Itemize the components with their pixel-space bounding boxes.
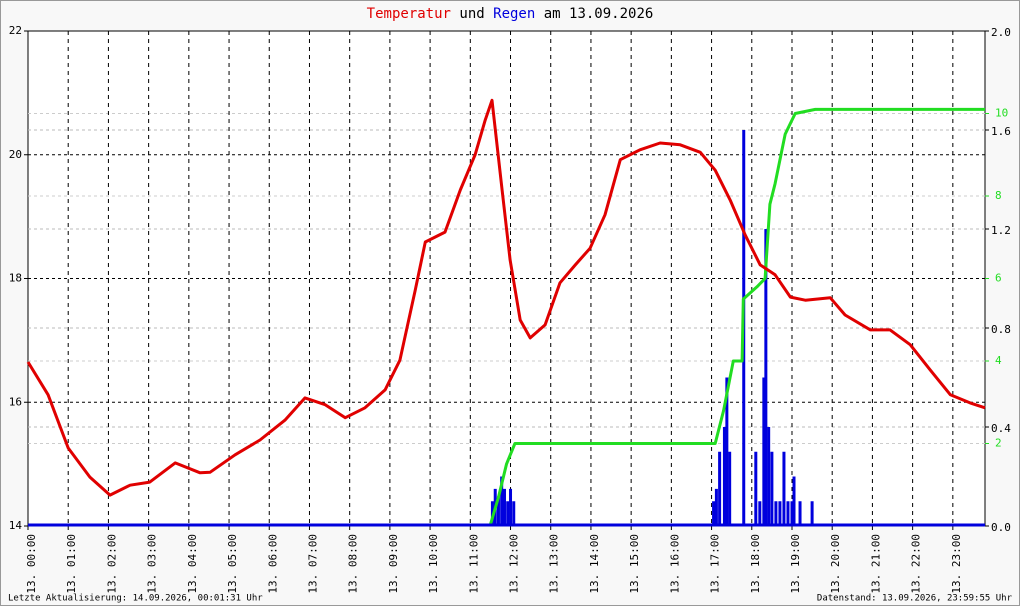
- bar: [774, 501, 778, 526]
- y-tick-label: 22: [9, 24, 22, 37]
- bar: [754, 451, 758, 526]
- line: [488, 107, 985, 527]
- y2-tick-label: 1.2: [991, 224, 1011, 237]
- bar: [509, 488, 513, 526]
- x-tick-label: 13. 18:00: [749, 534, 762, 594]
- bar: [728, 451, 732, 526]
- bar: [764, 229, 768, 526]
- bar: [790, 501, 794, 526]
- y-tick-label: 14: [9, 519, 23, 532]
- x-tick-label: 13. 22:00: [910, 534, 923, 594]
- footer-left: Letzte Aktualisierung: 14.09.2026, 00:01…: [8, 594, 263, 604]
- x-tick-label: 13. 21:00: [869, 534, 882, 594]
- y3-tick-label: 6: [995, 272, 1002, 285]
- x-tick-label: 13. 15:00: [628, 534, 641, 594]
- x-tick-label: 13. 17:00: [709, 534, 722, 594]
- bar: [512, 501, 516, 526]
- x-tick-label: 13. 00:00: [25, 534, 38, 594]
- bar: [798, 501, 802, 526]
- x-tick-label: 13. 01:00: [65, 534, 78, 594]
- bar: [725, 377, 729, 526]
- bar: [778, 501, 782, 526]
- bar: [762, 377, 766, 526]
- title-part: am 13.09.2026: [544, 6, 654, 22]
- x-tick-label: 13. 20:00: [829, 534, 842, 594]
- title-part: und: [459, 6, 484, 22]
- y-tick-label: 16: [9, 395, 22, 408]
- bar: [810, 501, 814, 526]
- x-tick-label: 13. 06:00: [266, 534, 279, 594]
- x-tick-label: 13. 19:00: [789, 534, 802, 594]
- x-tick-label: 13. 10:00: [427, 534, 440, 594]
- x-tick-label: 13. 04:00: [186, 534, 199, 594]
- bar: [496, 496, 500, 526]
- y2-tick-label: 0.8: [991, 323, 1011, 336]
- bar: [712, 501, 716, 526]
- x-tick-label: 13. 23:00: [950, 534, 963, 594]
- bar: [786, 501, 790, 526]
- bar: [714, 488, 718, 526]
- title-part: Regen: [493, 6, 535, 22]
- bar: [722, 427, 726, 526]
- y2-tick-label: 0.0: [991, 521, 1011, 534]
- y3-tick-label: 2: [995, 437, 1002, 450]
- x-tick-label: 13. 09:00: [387, 534, 400, 594]
- bar: [792, 476, 796, 526]
- x-tick-label: 13. 08:00: [347, 534, 360, 594]
- y2-tick-label: 2.0: [991, 26, 1011, 39]
- y2-tick-label: 1.6: [991, 125, 1011, 138]
- bar: [782, 451, 786, 526]
- x-tick-label: 13. 14:00: [588, 534, 601, 594]
- chart-title: Temperatur und Regen am 13.09.2026: [367, 6, 654, 22]
- x-tick-label: 13. 13:00: [548, 534, 561, 594]
- bar: [502, 488, 506, 526]
- y3-tick-label: 10: [995, 107, 1008, 120]
- bar: [767, 427, 771, 526]
- title-part: Temperatur: [367, 6, 451, 22]
- footer-right: Datenstand: 13.09.2026, 23:59:55 Uhr: [817, 594, 1013, 604]
- bar: [500, 476, 504, 526]
- bar: [770, 451, 774, 526]
- y3-tick-label: 8: [995, 189, 1002, 202]
- y3-tick-label: 4: [995, 354, 1002, 367]
- x-tick-label: 13. 02:00: [105, 534, 118, 594]
- bar: [758, 501, 762, 526]
- x-tick-label: 13. 16:00: [668, 534, 681, 594]
- x-tick-label: 13. 03:00: [146, 534, 159, 594]
- x-tick-label: 13. 11:00: [467, 534, 480, 594]
- bar: [718, 451, 722, 526]
- x-tick-label: 13. 05:00: [226, 534, 239, 594]
- x-tick-label: 13. 12:00: [508, 534, 521, 594]
- y-tick-label: 18: [9, 272, 22, 285]
- line: [26, 98, 986, 497]
- x-tick-label: 13. 07:00: [306, 534, 319, 594]
- plot-area: [27, 30, 986, 527]
- y2-tick-label: 0.4: [991, 422, 1011, 435]
- bar: [506, 501, 510, 526]
- y-tick-label: 20: [9, 148, 22, 161]
